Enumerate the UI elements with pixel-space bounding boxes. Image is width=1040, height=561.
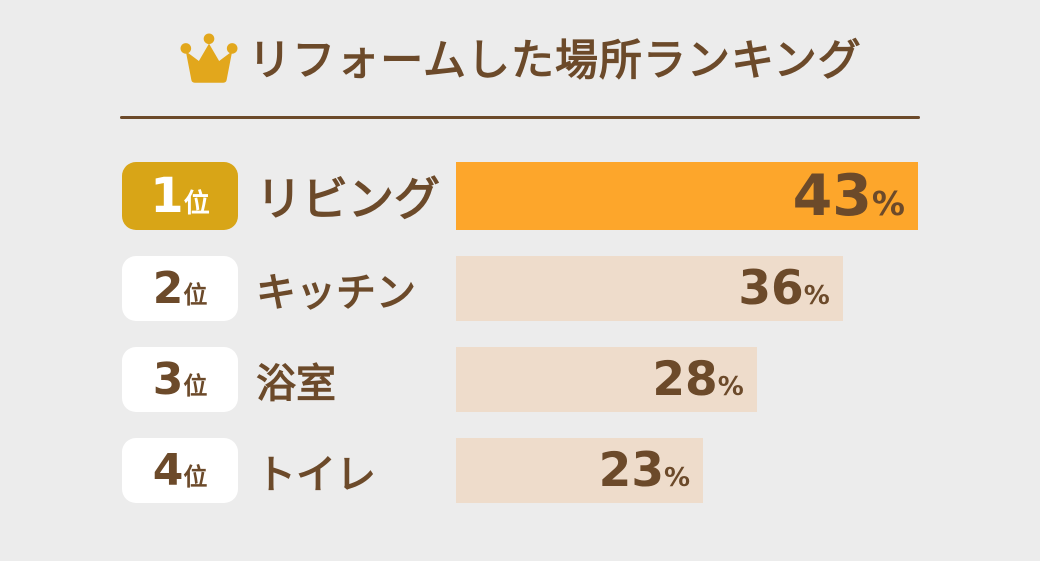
bar-1: 43% (456, 162, 918, 230)
rank-badge-text: 4位 (152, 444, 208, 496)
title-divider (120, 116, 920, 119)
ranking-list: 1位 リビング 43% 2位 キッチン 36% 3位 浴室 28% (122, 162, 1040, 503)
category-label-1: リビング (256, 172, 440, 226)
rank-badge-text: 3位 (152, 353, 208, 405)
rank-badge-4: 4位 (122, 438, 238, 503)
header-title-group: リフォームした場所ランキング (178, 33, 862, 88)
value-label-1: 43% (792, 162, 905, 229)
bar-track-4: 23% (456, 438, 918, 503)
header: リフォームした場所ランキング (0, 0, 1040, 119)
bar-4: 23% (456, 438, 704, 503)
bar-track-3: 28% (456, 347, 918, 412)
bar-track-1: 43% (456, 162, 918, 230)
page-title: リフォームした場所ランキング (248, 36, 862, 87)
bar-track-2: 36% (456, 256, 918, 321)
rank-badge-text: 2位 (152, 262, 208, 314)
bar-2: 36% (456, 256, 843, 321)
value-label-4: 23% (598, 443, 691, 498)
category-label-2: キッチン (256, 269, 416, 316)
category-label-3: 浴室 (256, 360, 336, 407)
ranking-row-1: 1位 リビング 43% (122, 162, 1040, 230)
rank-badge-3: 3位 (122, 347, 238, 412)
value-label-2: 36% (738, 261, 830, 316)
category-label-4: トイレ (256, 451, 376, 498)
rank-badge-text: 1位 (150, 168, 210, 224)
ranking-row-3: 3位 浴室 28% (122, 347, 1040, 412)
ranking-row-4: 4位 トイレ 23% (122, 438, 1040, 503)
ranking-row-2: 2位 キッチン 36% (122, 256, 1040, 321)
value-label-3: 28% (652, 352, 744, 407)
crown-icon (180, 33, 238, 83)
rank-badge-1: 1位 (122, 162, 238, 230)
bar-3: 28% (456, 347, 757, 412)
rank-badge-2: 2位 (122, 256, 238, 321)
